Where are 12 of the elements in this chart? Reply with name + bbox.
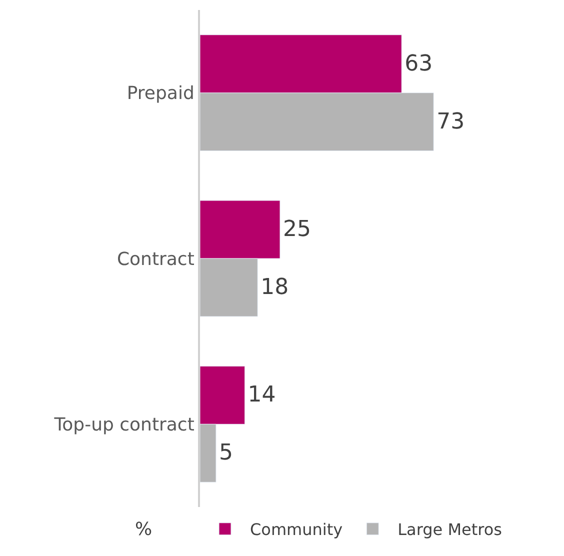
- y-tick-label: Contract: [116, 248, 194, 270]
- data-label: 25: [283, 217, 311, 242]
- data-label: 5: [219, 440, 233, 466]
- data-label: 14: [248, 382, 276, 408]
- legend-label: Large Metros: [398, 520, 502, 540]
- data-label: 18: [260, 274, 289, 300]
- data-label: 73: [436, 109, 465, 134]
- y-tick-label: Prepaid: [126, 83, 194, 104]
- data-label: 63: [404, 51, 433, 76]
- legend-label: Community: [250, 520, 343, 540]
- y-tick-label: Top-up contract: [53, 414, 194, 436]
- text: %: [135, 519, 152, 540]
